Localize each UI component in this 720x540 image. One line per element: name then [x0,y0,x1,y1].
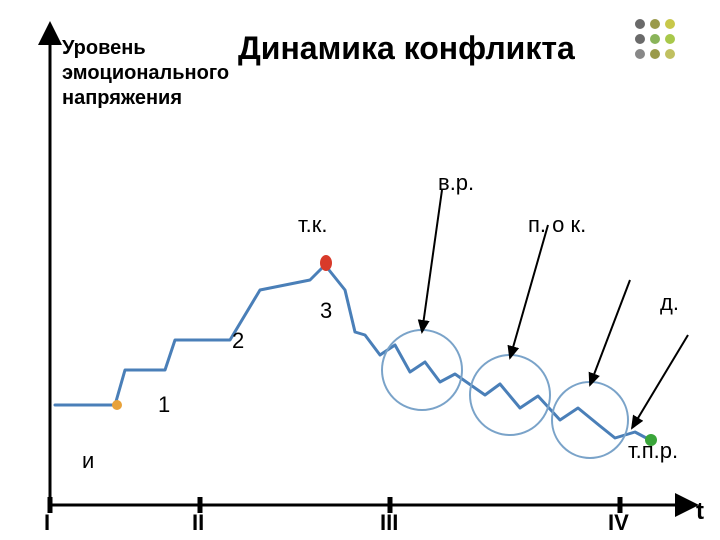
y-axis-label: Уровень эмоционального напряжения [62,36,229,111]
phase-3: III [380,510,398,536]
annot-d: д. [660,290,679,316]
phase-4: IV [608,510,629,536]
annot-i: и [82,448,94,474]
annot-n2: 2 [232,328,244,354]
phase-2: II [192,510,204,536]
annot-vr: в.р. [438,170,474,196]
annot-n3: 3 [320,298,332,324]
diagram-root: Динамика конфликта Уровень эмоциональног… [0,0,720,540]
annot-tpr: т.п.р. [628,438,678,464]
chart-title: Динамика конфликта [238,30,575,67]
annot-n1: 1 [158,392,170,418]
x-axis-label: t [696,498,704,526]
annot-tk: т.к. [298,212,328,238]
annot-pok: п. о к. [528,212,586,238]
phase-1: I [44,510,50,536]
